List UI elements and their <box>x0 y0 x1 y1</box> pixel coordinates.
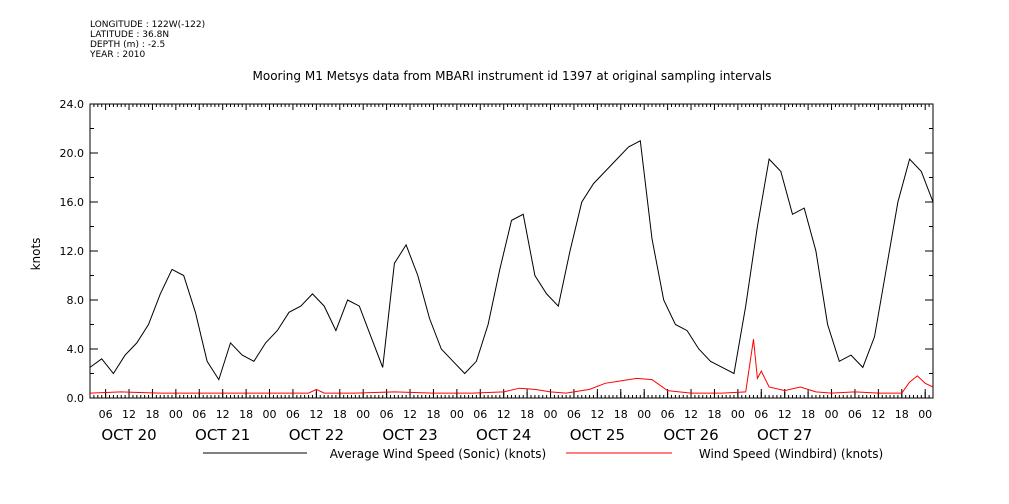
x-tick-label: 18 <box>333 408 347 421</box>
windbird-wind-line <box>89 339 934 394</box>
x-tick-label: 06 <box>286 408 300 421</box>
x-day-label: OCT 26 <box>663 426 718 444</box>
y-tick-label: 8.0 <box>67 294 85 307</box>
chart-title: Mooring M1 Metsys data from MBARI instru… <box>253 69 772 83</box>
x-tick-label: 18 <box>707 408 721 421</box>
x-tick-label: 12 <box>216 408 230 421</box>
x-day-label: OCT 25 <box>570 426 625 444</box>
depth-text: DEPTH (m) : -2.5 <box>90 40 166 50</box>
x-day-label: OCT 21 <box>195 426 250 444</box>
x-day-label: OCT 27 <box>757 426 812 444</box>
x-tick-label: 00 <box>825 408 839 421</box>
x-tick-label: 12 <box>590 408 604 421</box>
x-tick-label: 06 <box>99 408 113 421</box>
x-tick-label: 00 <box>731 408 745 421</box>
y-tick-label: 12.0 <box>60 245 85 258</box>
x-tick-label: 00 <box>263 408 277 421</box>
x-tick-label: 06 <box>754 408 768 421</box>
x-day-label: OCT 20 <box>101 426 156 444</box>
y-axis: 0.0 4.0 8.0 12.0 16.0 20.0 24.0 <box>60 98 933 405</box>
y-tick-label: 0.0 <box>67 392 85 405</box>
y-tick-label: 24.0 <box>60 98 85 111</box>
x-day-label: OCT 24 <box>476 426 531 444</box>
y-tick-label: 4.0 <box>67 343 85 356</box>
y-tick-label: 20.0 <box>60 147 85 160</box>
year-text: YEAR : 2010 <box>90 50 146 60</box>
x-tick-label: 18 <box>895 408 909 421</box>
x-tick-label: 00 <box>356 408 370 421</box>
x-tick-label: 12 <box>778 408 792 421</box>
latitude-text: LATITUDE : 36.8N <box>90 30 170 40</box>
longitude-text: LONGITUDE : 122W(-122) <box>90 20 206 30</box>
x-tick-label: 06 <box>661 408 675 421</box>
x-tick-label: 00 <box>918 408 932 421</box>
y-axis-label: knots <box>29 238 43 271</box>
x-tick-label: 18 <box>239 408 253 421</box>
x-day-label: OCT 23 <box>382 426 437 444</box>
x-tick-label: 00 <box>544 408 558 421</box>
x-tick-label: 06 <box>192 408 206 421</box>
x-axis: 06 12 18 00 06 12 18 00 06 12 18 00 06 12 18 00 06 12 18 00… <box>89 104 934 444</box>
x-tick-label: 12 <box>871 408 885 421</box>
x-tick-label: 06 <box>380 408 394 421</box>
y-tick-label: 16.0 <box>60 196 85 209</box>
x-tick-label: 06 <box>848 408 862 421</box>
series-group <box>89 140 934 394</box>
x-tick-label: 12 <box>497 408 511 421</box>
x-tick-label: 18 <box>801 408 815 421</box>
mooring-metadata: LONGITUDE : 122W(-122) LATITUDE : 36.8N … <box>90 20 205 60</box>
x-tick-label: 00 <box>169 408 183 421</box>
legend-label: Wind Speed (Windbird) (knots) <box>699 447 883 461</box>
x-tick-label: 18 <box>520 408 534 421</box>
x-tick-label: 12 <box>403 408 417 421</box>
x-tick-label: 12 <box>684 408 698 421</box>
x-tick-label: 18 <box>145 408 159 421</box>
x-tick-label: 12 <box>122 408 136 421</box>
x-day-label: OCT 22 <box>289 426 344 444</box>
plot-frame <box>89 103 934 399</box>
legend: Average Wind Speed (Sonic) (knots) Wind S… <box>203 447 883 461</box>
sonic-wind-line <box>89 140 934 381</box>
x-tick-label: 00 <box>637 408 651 421</box>
x-tick-label: 18 <box>426 408 440 421</box>
x-tick-label: 12 <box>309 408 323 421</box>
x-tick-label: 06 <box>473 408 487 421</box>
legend-label: Average Wind Speed (Sonic) (knots) <box>330 447 546 461</box>
x-tick-label: 18 <box>614 408 628 421</box>
x-tick-label: 06 <box>567 408 581 421</box>
x-tick-label: 00 <box>450 408 464 421</box>
